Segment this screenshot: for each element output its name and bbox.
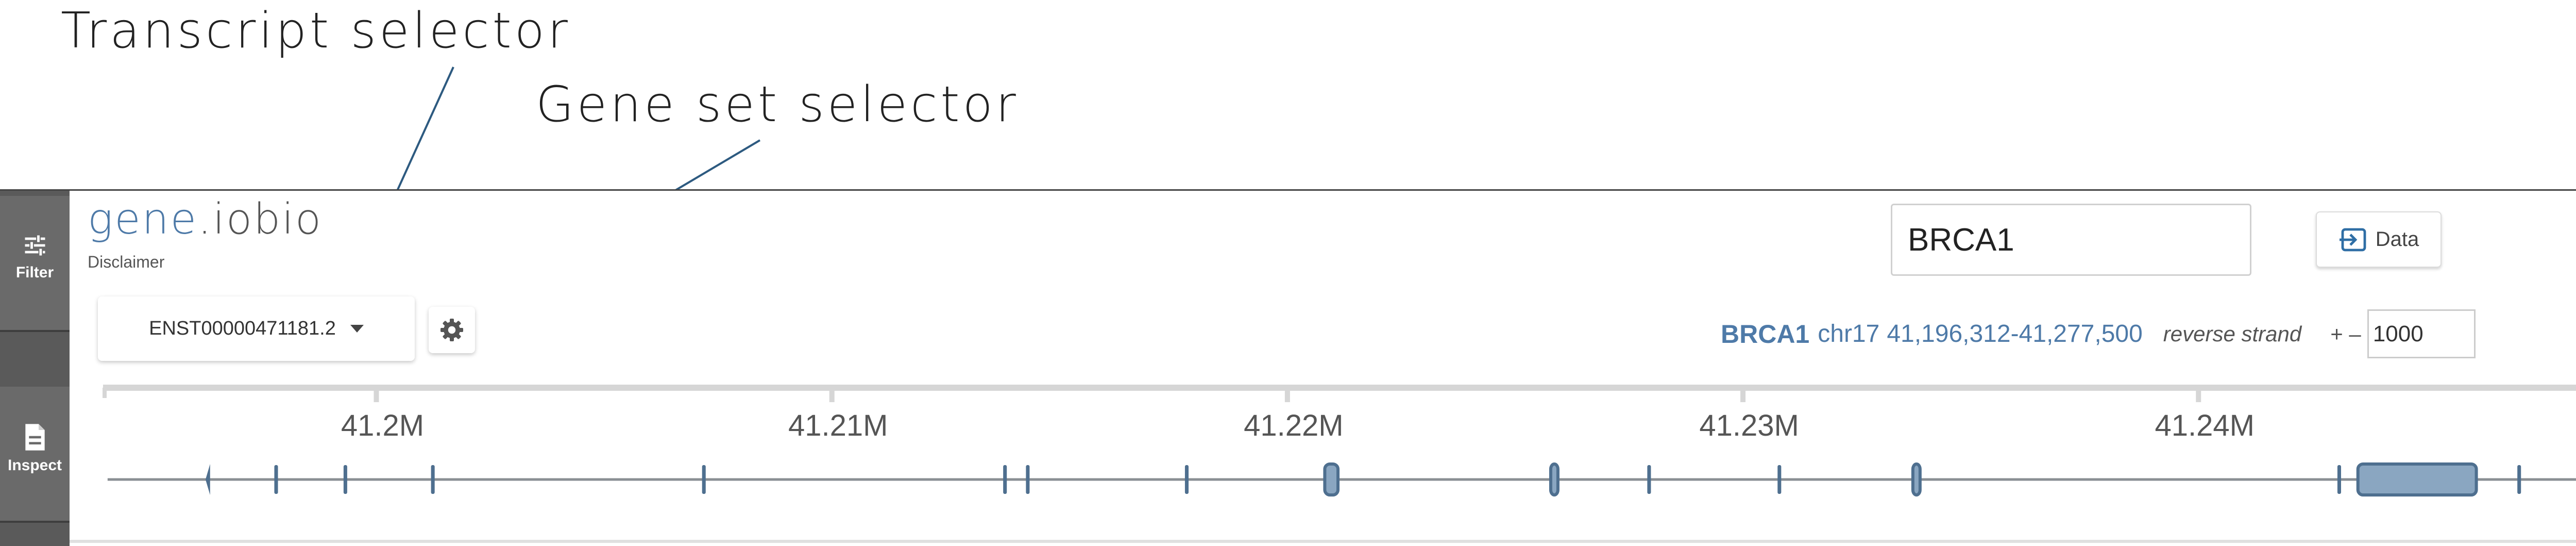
- exon: [1323, 462, 1340, 497]
- transcript-selector-annotation: Transcript selector: [61, 3, 571, 59]
- left-navigation-rail: Filter Inspect: [0, 191, 70, 546]
- axis-tick-label: 41.23M: [1699, 409, 1799, 442]
- gene-info-bar: BRCA1 chr17 41,196,312-41,277,500 revers…: [1721, 309, 2476, 358]
- gene-search-input[interactable]: [1891, 204, 2251, 276]
- exon: [1003, 465, 1007, 494]
- inspect-button[interactable]: Inspect: [0, 387, 70, 523]
- logo-iobio-text: .iobio: [198, 195, 323, 244]
- logo-gene-text: gene: [88, 195, 198, 244]
- gene-track[interactable]: 41.2M 41.21M 41.22M 41.23M 41.24M: [77, 382, 2576, 536]
- track-divider: [70, 540, 2576, 543]
- document-icon: [25, 424, 45, 451]
- transcript-selector-dropdown[interactable]: ENST00000471181.2: [98, 296, 415, 361]
- exon: [1647, 465, 1651, 494]
- exon: [702, 465, 706, 494]
- exon: [2356, 462, 2478, 497]
- strand-label: reverse strand: [2163, 321, 2302, 346]
- gene-iobio-app: Filter Inspect gene.iobio Disclaimer Dat…: [0, 189, 2576, 546]
- sliders-icon: [25, 235, 45, 256]
- axis-tick-label: 41.24M: [2155, 409, 2255, 442]
- gene-set-selector-button[interactable]: [429, 307, 475, 353]
- exon: [1026, 465, 1030, 494]
- exon: [1184, 465, 1189, 494]
- chromosome-label: chr17: [1818, 320, 1880, 348]
- axis-tick-label: 41.22M: [1244, 409, 1343, 442]
- exon: [1549, 462, 1560, 497]
- exon: [274, 465, 278, 494]
- caret-down-icon: [350, 325, 364, 333]
- gene-model-svg: 41.2M 41.21M 41.22M 41.23M 41.24M: [103, 385, 2576, 497]
- gene-name-link[interactable]: BRCA1: [1721, 319, 1810, 349]
- exon-arrow: [205, 464, 210, 495]
- gene-set-selector-annotation: Gene set selector: [536, 76, 1019, 133]
- data-button[interactable]: Data: [2316, 211, 2442, 268]
- exon: [1911, 462, 1922, 497]
- exon: [2517, 465, 2521, 494]
- filter-button[interactable]: Filter: [0, 196, 70, 332]
- exon: [2337, 465, 2341, 494]
- input-icon: [2339, 228, 2366, 251]
- exon: [431, 465, 435, 494]
- exon: [343, 465, 347, 494]
- exon: [1777, 465, 1782, 494]
- data-button-label: Data: [2375, 228, 2419, 251]
- app-logo[interactable]: gene.iobio: [88, 195, 323, 244]
- transcript-selected-value: ENST00000471181.2: [149, 318, 336, 339]
- flank-region-input[interactable]: [2367, 309, 2476, 358]
- filter-label: Filter: [15, 264, 54, 281]
- gene-coordinates: 41,196,312-41,277,500: [1887, 320, 2143, 348]
- disclaimer-link[interactable]: Disclaimer: [88, 253, 165, 271]
- axis-tick-label: 41.21M: [788, 409, 888, 442]
- gear-icon: [440, 319, 463, 341]
- axis-tick-label: 41.2M: [341, 409, 424, 442]
- flank-plus-minus-label: + –: [2330, 321, 2361, 346]
- inspect-label: Inspect: [7, 457, 62, 474]
